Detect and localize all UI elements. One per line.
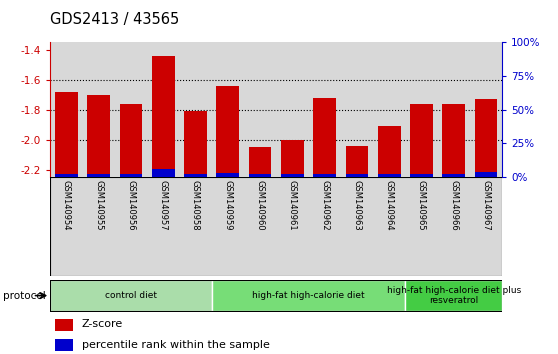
Bar	[309, 42, 341, 177]
Bar	[405, 42, 437, 177]
Bar	[179, 42, 211, 177]
Bar	[184, 174, 207, 177]
Bar	[442, 104, 465, 177]
Bar	[345, 145, 368, 177]
Text: GSM140965: GSM140965	[417, 180, 426, 230]
Bar	[249, 147, 271, 177]
Bar	[83, 177, 115, 276]
Bar	[309, 177, 341, 276]
Bar	[475, 172, 497, 177]
Bar	[341, 42, 373, 177]
Bar	[83, 42, 115, 177]
Bar	[314, 174, 336, 177]
Text: GSM140960: GSM140960	[256, 180, 264, 230]
Bar	[50, 42, 83, 177]
Bar	[55, 339, 73, 350]
Bar	[405, 177, 437, 276]
Bar	[119, 174, 142, 177]
Bar	[437, 177, 470, 276]
Bar	[442, 174, 465, 177]
Bar	[378, 174, 401, 177]
Bar	[152, 56, 175, 177]
Text: protocol: protocol	[3, 291, 46, 301]
Text: GSM140962: GSM140962	[320, 180, 329, 230]
Bar	[119, 104, 142, 177]
Bar	[437, 42, 470, 177]
Bar	[50, 177, 83, 276]
Bar	[475, 99, 497, 177]
Bar	[244, 177, 276, 276]
Text: GSM140961: GSM140961	[288, 180, 297, 230]
Text: percentile rank within the sample: percentile rank within the sample	[82, 339, 270, 350]
Bar	[341, 177, 373, 276]
Text: Z-score: Z-score	[82, 319, 123, 329]
Bar	[217, 86, 239, 177]
Bar	[470, 177, 502, 276]
Text: GSM140959: GSM140959	[223, 180, 232, 230]
Bar	[217, 173, 239, 177]
Bar	[314, 98, 336, 177]
Bar	[147, 42, 179, 177]
Bar	[50, 280, 211, 311]
Bar	[115, 177, 147, 276]
Bar	[115, 42, 147, 177]
Bar	[55, 174, 78, 177]
Bar	[147, 177, 179, 276]
Text: GSM140955: GSM140955	[94, 180, 103, 230]
Bar	[211, 42, 244, 177]
Bar	[373, 177, 405, 276]
Bar	[55, 92, 78, 177]
Bar	[88, 95, 110, 177]
Bar	[88, 174, 110, 177]
Bar	[345, 174, 368, 177]
Bar	[410, 104, 433, 177]
Text: control diet: control diet	[105, 291, 157, 300]
Text: GDS2413 / 43565: GDS2413 / 43565	[50, 12, 180, 27]
Bar	[405, 280, 502, 311]
Bar	[378, 126, 401, 177]
Text: GSM140964: GSM140964	[384, 180, 394, 230]
Bar	[281, 139, 304, 177]
Text: GSM140958: GSM140958	[191, 180, 200, 230]
Bar	[244, 42, 276, 177]
Bar	[55, 319, 73, 331]
Text: GSM140963: GSM140963	[353, 180, 362, 231]
Text: high-fat high-calorie diet plus
resveratrol: high-fat high-calorie diet plus resverat…	[387, 286, 521, 305]
Bar	[470, 42, 502, 177]
Text: GSM140967: GSM140967	[482, 180, 490, 231]
Bar	[184, 111, 207, 177]
Bar	[179, 177, 211, 276]
Bar	[276, 177, 309, 276]
Bar	[276, 42, 309, 177]
Bar	[152, 169, 175, 177]
Bar	[211, 177, 244, 276]
Text: high-fat high-calorie diet: high-fat high-calorie diet	[252, 291, 365, 300]
Text: GSM140954: GSM140954	[62, 180, 71, 230]
Text: GSM140956: GSM140956	[127, 180, 136, 230]
Bar	[249, 174, 271, 177]
Bar	[410, 174, 433, 177]
Bar	[211, 280, 405, 311]
Bar	[373, 42, 405, 177]
Text: GSM140957: GSM140957	[158, 180, 168, 230]
Text: GSM140966: GSM140966	[449, 180, 458, 231]
Bar	[281, 174, 304, 177]
